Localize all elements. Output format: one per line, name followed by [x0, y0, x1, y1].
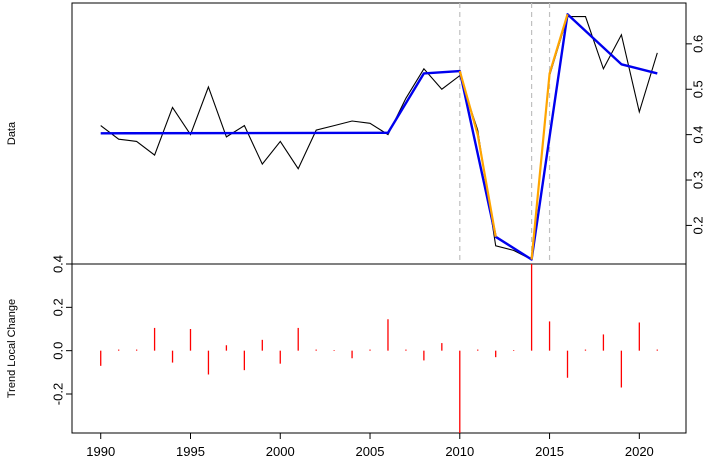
change-panel-frame: [71, 263, 687, 434]
change-panel-ylabel: Trend Local Change: [6, 299, 18, 398]
change-ytick-label: 0.0: [51, 342, 66, 360]
xtick-label: 1990: [86, 444, 115, 459]
xtick-label: 2000: [266, 444, 295, 459]
data-ytick-label: 0.3: [691, 171, 706, 189]
observed-series-line: [100, 16, 658, 261]
xtick-label: 2005: [356, 444, 385, 459]
data-ytick-label: 0.4: [691, 126, 706, 144]
xtick-label: 2020: [625, 444, 654, 459]
xtick-label: 1995: [176, 444, 205, 459]
change-ytick-label: 0.4: [51, 255, 66, 273]
data-ytick-label: 0.5: [691, 80, 706, 98]
xtick-label: 2015: [535, 444, 564, 459]
trend-line: [100, 13, 658, 261]
data-panel-ylabel: Data: [6, 121, 18, 145]
change-ytick-label: -0.2: [51, 383, 66, 405]
data-ytick-label: 0.2: [691, 216, 706, 234]
trend-change-segment: [458, 70, 497, 237]
trend-change-segment: [530, 13, 569, 260]
change-ytick-label: 0.2: [51, 298, 66, 316]
data-ytick-label: 0.6: [691, 35, 706, 53]
xtick-label: 2010: [445, 444, 474, 459]
